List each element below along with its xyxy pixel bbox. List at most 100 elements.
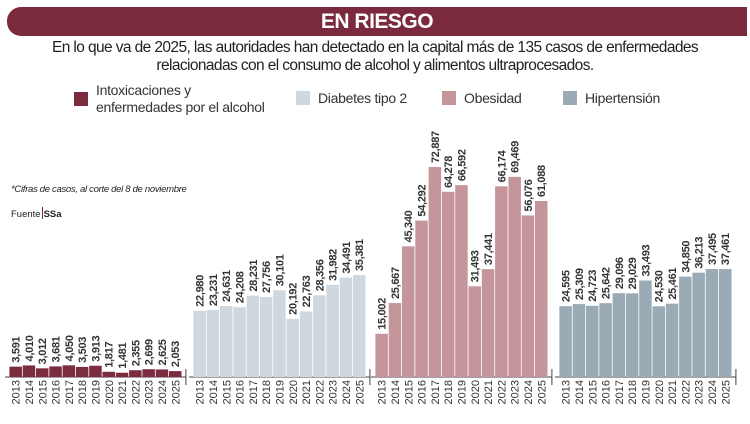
bar (402, 246, 415, 377)
year-label: 2024 (157, 380, 169, 404)
value-label: 28,231 (248, 260, 260, 292)
year-label: 2025 (170, 380, 182, 404)
bar (481, 269, 495, 377)
bar (599, 303, 612, 377)
bar (75, 366, 89, 377)
legend: Intoxicaciones y enfermedades por el alc… (0, 82, 750, 118)
year-label: 2016 (51, 380, 63, 404)
year-label: 2013 (11, 380, 23, 404)
value-label: 25,642 (601, 267, 613, 299)
bar (169, 371, 182, 377)
value-label: 22,763 (301, 275, 313, 307)
bar (9, 366, 22, 377)
value-label: 45,340 (403, 210, 415, 242)
value-label: 24,631 (221, 270, 233, 302)
year-label: 2022 (130, 380, 142, 404)
bar (233, 307, 246, 377)
value-label: 28,356 (314, 259, 326, 291)
value-label: 15,002 (377, 298, 389, 330)
value-label: 4,050 (64, 335, 76, 361)
value-label: 3,012 (37, 338, 49, 364)
year-label: 2023 (144, 380, 156, 404)
value-label: 31,493 (470, 250, 482, 282)
value-label: 20,192 (288, 283, 300, 315)
bar (415, 220, 428, 377)
value-label: 3,591 (11, 336, 23, 362)
year-label: 2020 (654, 380, 666, 404)
bar (705, 268, 719, 377)
value-label: 30,101 (274, 254, 286, 286)
value-label: 34,850 (680, 241, 692, 273)
year-label: 2022 (680, 380, 692, 404)
year-label: 2024 (523, 380, 535, 404)
bar (259, 297, 273, 377)
bar (625, 293, 639, 377)
bar (115, 372, 129, 377)
legend-swatch (442, 91, 456, 105)
value-label: 36,213 (694, 237, 706, 269)
panel-0: 3,591 2013 4,010 2014 3,012 2015 3,681 2016 4,05… (5, 335, 187, 404)
value-label: 3,681 (51, 336, 63, 362)
chart-subtitle: En lo que va de 2025, las autoridades ha… (51, 39, 699, 74)
value-label: 22,980 (195, 275, 207, 307)
bar (428, 167, 442, 377)
value-label: 25,667 (390, 267, 402, 299)
year-label: 2021 (301, 380, 313, 404)
year-label: 2017 (614, 380, 626, 404)
title-banner: EN RIESGO (7, 7, 747, 36)
value-label: 27,756 (261, 261, 273, 293)
value-label: 54,292 (417, 185, 429, 217)
value-label: 3,503 (77, 337, 89, 363)
value-label: 23,231 (208, 274, 220, 306)
bar (388, 303, 402, 377)
bar (639, 280, 652, 377)
bar (339, 277, 353, 377)
source-value: SSa (43, 209, 62, 220)
bar (22, 365, 36, 377)
value-label: 69,469 (510, 141, 522, 173)
legend-item-diabetes: Diabetes tipo 2 (296, 90, 407, 106)
value-label: 24,208 (235, 271, 247, 303)
value-label: 37,461 (720, 233, 732, 265)
bar (326, 284, 339, 377)
bar (586, 305, 599, 377)
year-label: 2015 (221, 380, 233, 404)
value-label: 29,096 (614, 257, 626, 289)
legend-swatch (563, 91, 577, 105)
value-label: 33,493 (640, 244, 652, 276)
year-label: 2014 (574, 380, 586, 404)
bar (535, 200, 548, 377)
bar (652, 306, 665, 377)
year-label: 2022 (496, 380, 508, 404)
year-label: 2017 (430, 380, 442, 404)
year-label: 2016 (601, 380, 613, 404)
year-label: 2014 (390, 380, 402, 404)
value-label: 66,592 (456, 149, 468, 181)
bar (220, 306, 233, 377)
bar (102, 371, 115, 377)
value-label: 24,723 (587, 270, 599, 302)
year-label: 2025 (354, 380, 366, 404)
value-label: 25,309 (574, 268, 586, 300)
value-label: 37,441 (483, 233, 495, 265)
year-label: 2019 (640, 380, 652, 404)
source-label: Fuente (11, 209, 41, 220)
bar (468, 286, 481, 377)
year-label: 2021 (483, 380, 495, 404)
bar (89, 365, 102, 377)
value-label: 29,029 (627, 257, 639, 289)
bar (521, 215, 535, 377)
chart-title: EN RIESGO (320, 9, 434, 33)
bar (353, 275, 366, 377)
year-label: 2020 (288, 380, 300, 404)
panel-3: 24,595 2013 25,309 2014 24,723 2015 25,642 2016… (555, 233, 737, 404)
bar (495, 186, 508, 377)
year-label: 2015 (403, 380, 415, 404)
value-label: 31,982 (328, 249, 340, 281)
bar (142, 369, 155, 377)
legend-item-alcohol: Intoxicaciones y enfermedades por el alc… (74, 82, 276, 116)
year-label: 2021 (117, 380, 129, 404)
year-label: 2013 (377, 380, 389, 404)
value-label: 24,595 (561, 270, 573, 302)
year-label: 2019 (90, 380, 102, 404)
